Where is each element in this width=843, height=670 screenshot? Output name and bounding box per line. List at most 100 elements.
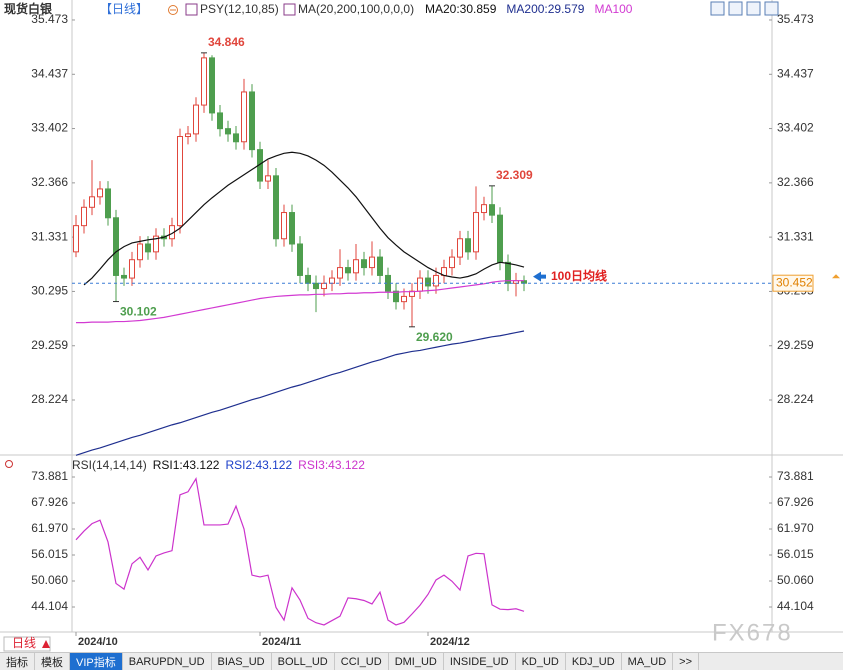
candle-body	[345, 267, 351, 274]
candle-body	[457, 238, 463, 258]
candle-body	[193, 104, 199, 135]
candle-body	[305, 274, 311, 284]
x-tick-label: 2024/12	[430, 636, 470, 648]
candle-body	[489, 204, 495, 216]
candle-body	[81, 206, 87, 227]
candle-body	[225, 128, 231, 135]
legend-entry: RSI1:43.122	[153, 458, 220, 472]
y-tick-label: 33.402	[31, 121, 68, 135]
y-tick-label-right: 33.402	[777, 121, 814, 135]
tab-bar: 指标 模板 VIP指标 BARUPDN_UD BIAS_UD BOLL_UD CCI_UD D…	[0, 652, 843, 670]
note: 100日均线	[551, 268, 607, 283]
candle-body	[313, 282, 319, 290]
candle-body	[393, 290, 399, 303]
candle-body	[353, 259, 359, 274]
candle-body	[497, 214, 503, 263]
line	[75, 476, 525, 626]
indicator-icon[interactable]	[185, 3, 198, 16]
candle-body	[97, 188, 103, 198]
x-tick-label: 2024/11	[262, 636, 301, 648]
tab[interactable]: VIP指标	[70, 653, 123, 670]
candle-body	[201, 57, 207, 106]
settings-icon[interactable]	[168, 5, 178, 15]
y-tick-label-right: 44.104	[777, 599, 814, 613]
y-tick-label-right: 35.473	[777, 12, 814, 26]
chart: 现货白银 【日线】 PSY(12,10,85) MA(20,200,100,0,…	[0, 0, 843, 652]
candle-body	[329, 277, 335, 284]
line	[76, 280, 524, 324]
tab[interactable]: INSIDE_UD	[444, 653, 516, 670]
candle-body	[137, 243, 143, 261]
period-button[interactable]	[3, 636, 51, 652]
tab[interactable]: CCI_UD	[335, 653, 389, 670]
candle-body	[417, 277, 423, 292]
rsi-icon[interactable]	[5, 460, 13, 468]
y-tick-label: 73.881	[31, 469, 68, 483]
tab[interactable]: 指标	[0, 653, 35, 670]
legend-entry: RSI3:43.122	[298, 458, 365, 472]
symbol: 现货白银	[4, 1, 53, 16]
tab[interactable]: 模板	[35, 653, 70, 670]
period[interactable]: 【日线】	[100, 2, 148, 16]
period-button-label[interactable]: 日线	[12, 636, 36, 650]
candle-body	[89, 196, 95, 208]
tab[interactable]: BOLL_UD	[272, 653, 335, 670]
tab[interactable]: KD_UD	[516, 653, 566, 670]
tab[interactable]: DMI_UD	[389, 653, 444, 670]
tab[interactable]: MA_UD	[622, 653, 674, 670]
candle-body	[425, 277, 431, 287]
tab[interactable]: KDJ_UD	[566, 653, 622, 670]
control-button[interactable]	[728, 1, 743, 16]
y-tick-label: 61.970	[31, 521, 68, 535]
y-tick-label-right: 29.259	[777, 338, 814, 352]
control-button[interactable]	[710, 1, 725, 16]
candle-body	[449, 256, 455, 269]
candle-body	[337, 267, 343, 279]
y-tick-label-right: 50.060	[777, 573, 814, 587]
candle-body	[465, 238, 471, 253]
y-tick-label: 34.437	[31, 66, 68, 80]
candle-body	[281, 212, 287, 240]
y-tick-label-right: 61.970	[777, 521, 814, 535]
candle-body	[481, 204, 487, 214]
y-tick-label: 28.224	[31, 392, 68, 406]
y-tick-label: 44.104	[31, 599, 68, 613]
candle-body	[249, 91, 255, 151]
note-arrow	[533, 271, 546, 282]
background	[0, 0, 843, 652]
candle-body	[289, 212, 295, 245]
candle-body	[265, 175, 271, 182]
candle-body	[129, 259, 135, 279]
y-tick-label: 32.366	[31, 175, 68, 189]
y-tick-label: 56.015	[31, 547, 68, 561]
candle-body	[401, 295, 407, 303]
y-tick-label-right: 56.015	[777, 547, 814, 561]
y-tick-label: 31.331	[31, 229, 68, 243]
tab[interactable]: BIAS_UD	[212, 653, 272, 670]
legend-entry: MA200:29.579	[506, 2, 584, 16]
candle-body	[73, 225, 79, 253]
indicator-icon[interactable]	[283, 3, 296, 16]
tab[interactable]: >>	[673, 653, 700, 670]
y-tick-label-right: 32.366	[777, 175, 814, 189]
candle-body	[185, 133, 191, 138]
extreme-label: 34.846	[208, 35, 245, 49]
watermark: FX678	[712, 619, 793, 646]
x-tick-label: 2024/10	[78, 636, 118, 648]
candle-body	[209, 57, 215, 114]
tab[interactable]: BARUPDN_UD	[123, 653, 212, 670]
y-tick-label: 30.295	[31, 284, 68, 298]
line	[83, 151, 525, 286]
y-tick-label: 50.060	[31, 573, 68, 587]
control-button[interactable]	[746, 1, 761, 16]
candle-body	[113, 217, 119, 276]
line	[75, 330, 525, 456]
indicator-label: PSY(12,10,85)	[200, 2, 279, 16]
control-button[interactable]	[764, 1, 779, 16]
candle-body	[377, 256, 383, 276]
candle-body	[361, 259, 367, 269]
indicator-title: RSI(14,14,14)	[72, 458, 147, 472]
candle-body	[145, 243, 151, 253]
candle-body	[241, 91, 247, 143]
